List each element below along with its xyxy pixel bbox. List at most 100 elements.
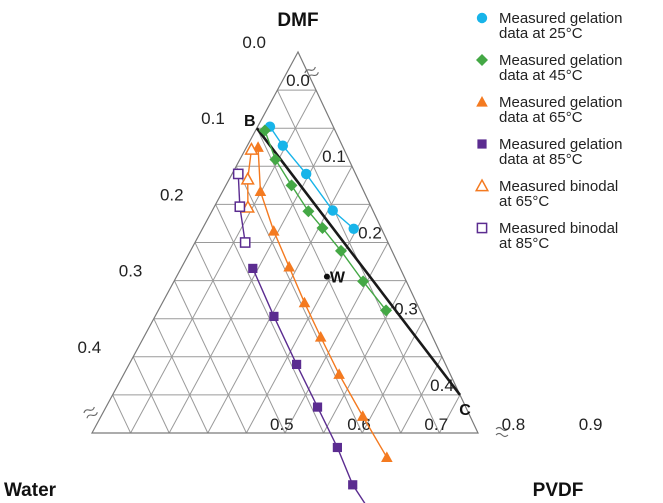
data-point [348,223,359,234]
legend-label: data at 65°C [499,109,583,126]
triangle-frame [90,50,479,434]
legend-label: data at 45°C [499,67,583,84]
series-line [257,147,388,458]
legend-marker [476,222,488,234]
tick-label-bottom: 0.3 [394,300,418,319]
data-point [300,168,312,180]
data-point [277,140,289,151]
data-point [283,260,295,272]
data-point [240,171,255,185]
series-line [264,130,387,311]
data-point [357,275,370,288]
tick-label-bottom: 0.2 [358,223,382,242]
legend-marker [476,54,488,66]
tick-label-bottom: 0.4 [430,376,454,395]
data-point [314,330,327,342]
data-point [254,185,267,197]
legend-marker [476,12,488,24]
grid-line [235,166,363,434]
data-series [232,121,462,503]
data-point [258,124,271,137]
series-6 [232,168,251,248]
data-point [234,201,246,213]
tick-label-left: 0.1 [201,109,225,128]
legend-label: Measured gelation [499,10,622,27]
data-point [356,410,369,421]
axis-break-stroke [304,66,319,79]
data-point [380,304,393,317]
tick-labels: 0.0 0.1 0.2 0.3 0.4 0.0 0.1 0.2 0.3 0.4 0.9 0.8 0.7 0… [78,33,603,434]
vertex-labels: DMF Water PVDF [4,10,583,501]
tick-label-right: 0.5 [270,415,294,434]
data-point [269,153,282,166]
data-point [232,168,244,180]
data-point [285,179,298,192]
vertex-label-dmf: DMF [277,10,318,31]
legend-label: data at 85°C [499,151,583,168]
annotations: B C W [244,113,471,419]
data-point [381,451,393,462]
legend-label: Measured gelation [499,94,622,111]
point-w-dot [323,273,330,280]
point-label-c: C [459,402,471,419]
data-point [316,222,329,235]
grid-line [112,394,132,434]
data-point [333,368,345,379]
tick-label-bottom: 0.1 [322,147,346,166]
legend-label: Measured binodal [499,178,618,195]
legend-marker [476,96,488,107]
legend-label: Measured gelation [499,52,622,69]
legend-label: at 65°C [499,193,549,210]
series-2 [258,124,393,317]
tick-label-right: 0.8 [502,415,526,434]
axis-break-mark [304,66,319,79]
tick-label-left: 0.2 [160,185,184,204]
point-label-b: B [244,113,256,130]
data-point [302,205,315,218]
axis-break-mark [83,406,98,419]
tick-label-left: 0.3 [119,262,143,281]
legend-label: data at 25°C [499,25,583,42]
legend-marker [477,139,487,149]
tick-label-right: 0.9 [579,415,603,434]
tick-label-right: 0.7 [424,415,448,434]
point-label-w: W [330,270,346,287]
series-3 [252,141,393,462]
grid-line [438,394,461,434]
grid-line [284,242,389,434]
grid-line [130,89,317,434]
vertex-label-pvdf: PVDF [533,480,584,501]
data-point [332,442,342,453]
grid-line [361,318,425,434]
data-point [335,244,348,257]
legend-label: Measured gelation [499,136,622,153]
grid-line [153,318,209,434]
data-point [327,205,338,216]
tick-label-left: 0.0 [242,33,266,52]
tick-label-bottom: 0.0 [286,71,310,90]
data-point [248,263,258,274]
data-point [244,141,259,155]
data-point [267,225,280,236]
data-point [348,480,358,490]
data-point [292,359,302,370]
data-point [298,296,311,308]
tick-label-left: 0.4 [78,338,102,357]
tie-line-b-c [255,127,462,396]
ternary-grid [83,50,509,438]
data-point [239,237,251,248]
vertex-label-water: Water [4,480,57,501]
legend-label: at 85°C [499,235,549,252]
series-4 [248,263,366,503]
series-1 [264,121,359,234]
legend-label: Measured binodal [499,220,618,237]
axis-break-mark [495,426,509,438]
axis-break-stroke [83,406,98,419]
